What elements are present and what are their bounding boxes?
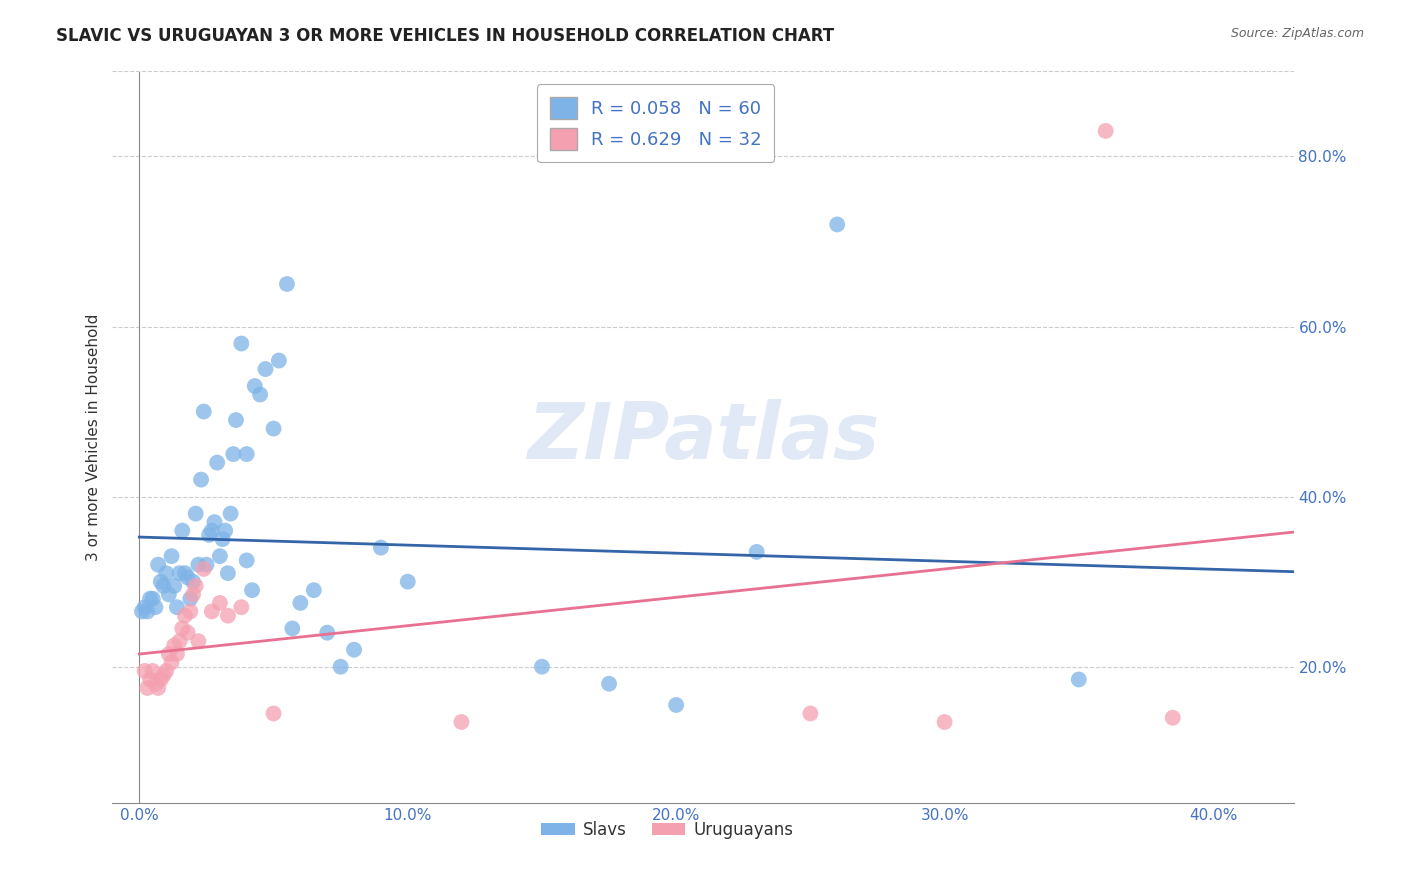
Point bbox=[263, 421, 285, 435]
Point bbox=[235, 447, 257, 461]
Point bbox=[396, 574, 419, 589]
Point bbox=[598, 677, 620, 691]
Point bbox=[145, 677, 167, 691]
Point bbox=[263, 706, 285, 721]
Legend: Slavs, Uruguayans: Slavs, Uruguayans bbox=[534, 814, 800, 846]
Point bbox=[155, 566, 177, 581]
Point bbox=[211, 532, 233, 546]
Point bbox=[343, 642, 366, 657]
Point bbox=[243, 379, 266, 393]
Point bbox=[176, 625, 198, 640]
Point bbox=[799, 706, 821, 721]
Point bbox=[134, 600, 156, 615]
Point bbox=[146, 558, 169, 572]
Point bbox=[160, 549, 183, 563]
Point bbox=[217, 608, 239, 623]
Point bbox=[166, 600, 188, 615]
Point bbox=[136, 604, 159, 618]
Point bbox=[267, 353, 290, 368]
Point bbox=[249, 387, 271, 401]
Point bbox=[276, 277, 298, 291]
Point bbox=[231, 600, 253, 615]
Point bbox=[149, 673, 172, 687]
Text: SLAVIC VS URUGUAYAN 3 OR MORE VEHICLES IN HOUSEHOLD CORRELATION CHART: SLAVIC VS URUGUAYAN 3 OR MORE VEHICLES I… bbox=[56, 27, 834, 45]
Point bbox=[745, 545, 768, 559]
Point bbox=[181, 587, 204, 601]
Point bbox=[179, 591, 201, 606]
Point bbox=[176, 570, 198, 584]
Point bbox=[665, 698, 688, 712]
Y-axis label: 3 or more Vehicles in Household: 3 or more Vehicles in Household bbox=[86, 313, 101, 561]
Point bbox=[152, 668, 174, 682]
Text: Source: ZipAtlas.com: Source: ZipAtlas.com bbox=[1230, 27, 1364, 40]
Point bbox=[240, 583, 263, 598]
Point bbox=[201, 524, 224, 538]
Point bbox=[149, 574, 172, 589]
Point bbox=[198, 528, 221, 542]
Point bbox=[157, 647, 180, 661]
Point bbox=[157, 587, 180, 601]
Point bbox=[163, 579, 186, 593]
Point bbox=[190, 473, 212, 487]
Point bbox=[1161, 711, 1184, 725]
Point bbox=[179, 604, 201, 618]
Point bbox=[219, 507, 242, 521]
Point bbox=[1094, 124, 1116, 138]
Point bbox=[169, 634, 191, 648]
Point bbox=[174, 566, 197, 581]
Point bbox=[370, 541, 392, 555]
Point bbox=[193, 404, 215, 418]
Point bbox=[302, 583, 325, 598]
Point bbox=[204, 515, 226, 529]
Point bbox=[187, 634, 209, 648]
Point bbox=[184, 507, 207, 521]
Point bbox=[163, 639, 186, 653]
Point bbox=[214, 524, 236, 538]
Point bbox=[169, 566, 191, 581]
Point bbox=[208, 596, 231, 610]
Point bbox=[146, 681, 169, 695]
Point bbox=[217, 566, 239, 581]
Point bbox=[181, 574, 204, 589]
Point bbox=[825, 218, 848, 232]
Point bbox=[208, 549, 231, 563]
Point bbox=[160, 656, 183, 670]
Point bbox=[225, 413, 247, 427]
Point bbox=[166, 647, 188, 661]
Point bbox=[134, 664, 156, 678]
Point bbox=[231, 336, 253, 351]
Point bbox=[187, 558, 209, 572]
Point bbox=[155, 664, 177, 678]
Point bbox=[172, 622, 194, 636]
Point bbox=[145, 600, 167, 615]
Point bbox=[131, 604, 153, 618]
Point bbox=[290, 596, 312, 610]
Point bbox=[184, 579, 207, 593]
Point bbox=[329, 659, 352, 673]
Point bbox=[530, 659, 553, 673]
Point bbox=[281, 622, 304, 636]
Point bbox=[205, 456, 228, 470]
Point bbox=[195, 558, 218, 572]
Point bbox=[142, 591, 165, 606]
Text: ZIPatlas: ZIPatlas bbox=[527, 399, 879, 475]
Point bbox=[450, 714, 472, 729]
Point bbox=[316, 625, 339, 640]
Point bbox=[174, 608, 197, 623]
Point bbox=[254, 362, 277, 376]
Point bbox=[172, 524, 194, 538]
Point bbox=[193, 562, 215, 576]
Point bbox=[201, 604, 224, 618]
Point bbox=[235, 553, 257, 567]
Point bbox=[934, 714, 956, 729]
Point bbox=[139, 673, 162, 687]
Point bbox=[152, 579, 174, 593]
Point bbox=[136, 681, 159, 695]
Point bbox=[222, 447, 245, 461]
Point bbox=[142, 664, 165, 678]
Point bbox=[139, 591, 162, 606]
Point bbox=[1067, 673, 1090, 687]
